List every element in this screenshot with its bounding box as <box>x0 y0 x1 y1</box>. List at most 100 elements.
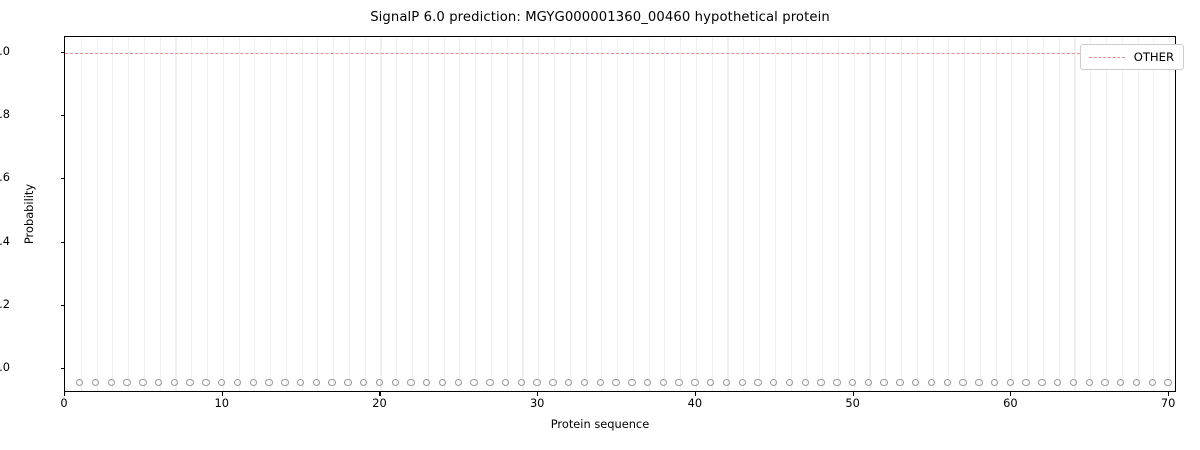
residue-letter: T <box>641 392 657 393</box>
residue-marker <box>359 378 368 387</box>
x-tick-label: 30 <box>529 396 545 410</box>
residue-letter: A <box>578 392 594 393</box>
residue-marker <box>549 378 557 387</box>
gridline <box>1027 37 1029 391</box>
y-tick-mark <box>60 115 65 117</box>
residue-marker <box>438 378 447 387</box>
residue-marker <box>706 378 715 387</box>
gridline <box>191 37 193 391</box>
gridline <box>490 37 492 391</box>
residue-letter: I <box>704 392 720 393</box>
x-tick-mark <box>379 392 381 396</box>
gridline <box>270 37 272 391</box>
residue-letter: T <box>167 392 183 393</box>
gridline <box>333 37 335 391</box>
residue-marker <box>1069 378 1078 387</box>
residue-marker <box>722 378 731 387</box>
gridline <box>790 37 792 391</box>
x-tick-mark <box>1168 392 1170 396</box>
residue-marker <box>864 378 873 387</box>
gridline <box>443 37 445 391</box>
residue-marker <box>565 378 573 387</box>
gridline <box>585 37 587 391</box>
residue-letter: K <box>136 392 152 393</box>
residue-letter: V <box>988 392 1004 393</box>
x-tick-mark <box>64 392 66 396</box>
gridline <box>664 37 666 391</box>
gridline <box>1153 37 1155 391</box>
residue-marker <box>154 378 163 387</box>
x-tick-mark <box>537 392 539 396</box>
y-tick-mark <box>60 178 65 180</box>
gridline <box>569 37 571 391</box>
residue-marker <box>375 378 384 387</box>
gridline <box>711 37 713 391</box>
gridline <box>1011 37 1013 391</box>
residue-marker <box>265 378 273 387</box>
gridline <box>538 37 540 391</box>
residue-letter: M <box>73 392 89 393</box>
residue-letter: V <box>1114 392 1130 393</box>
residue-marker <box>470 378 478 387</box>
gridline <box>979 37 981 391</box>
residue-letter: D <box>893 392 909 393</box>
residue-marker <box>233 378 242 387</box>
gridline <box>900 37 903 391</box>
residue-marker <box>202 378 210 387</box>
gridline <box>680 37 682 391</box>
residue-letter: D <box>1019 392 1035 393</box>
residue-letter: P <box>593 392 609 393</box>
residue-marker <box>848 378 857 387</box>
residue-marker <box>643 378 652 387</box>
residue-letter: F <box>262 392 278 393</box>
residue-marker <box>1038 378 1046 387</box>
residue-letter: A <box>909 392 925 393</box>
x-tick-mark <box>852 392 854 396</box>
y-tick-label: 0.2 <box>0 296 10 311</box>
other-probability-line <box>65 52 1175 54</box>
residue-letter: A <box>1145 392 1161 393</box>
residue-letter: N <box>972 392 988 393</box>
residue-letter: Q <box>719 392 735 393</box>
plot-area: MEAKKQTTLKGSFSLFGKGLHTGLNLTVTFNPAPENTGYK… <box>64 36 1176 392</box>
gridline <box>1121 37 1123 391</box>
legend[interactable]: OTHER <box>1079 44 1184 70</box>
residue-letter: F <box>309 392 325 393</box>
residue-marker <box>501 378 510 387</box>
residue-marker <box>975 378 983 387</box>
gridline <box>822 37 824 391</box>
x-axis-label: Protein sequence <box>550 417 650 431</box>
gridline <box>506 37 508 391</box>
residue-letter: A <box>940 392 956 393</box>
x-tick-label: 40 <box>687 396 703 410</box>
x-tick-label: 50 <box>845 396 860 410</box>
gridline <box>1169 37 1171 391</box>
gridline <box>522 37 524 391</box>
residue-letter: N <box>546 392 562 393</box>
legend-label-other: OTHER <box>1133 50 1174 64</box>
residue-marker <box>943 378 951 387</box>
gridline <box>948 37 950 391</box>
residue-marker <box>959 378 967 387</box>
x-tick-label: 0 <box>60 396 68 410</box>
residue-letter: G <box>814 392 830 393</box>
x-tick-mark <box>221 392 223 396</box>
gridline <box>348 37 350 391</box>
y-tick-mark <box>60 241 65 243</box>
residue-marker <box>912 378 920 387</box>
gridline <box>301 37 303 391</box>
residue-marker <box>517 378 526 387</box>
x-tick-label: 20 <box>372 396 387 410</box>
residue-letter: L <box>467 392 483 393</box>
residue-marker <box>785 378 794 387</box>
y-tick-mark <box>60 304 65 307</box>
residue-letter: I <box>751 392 767 393</box>
gridline <box>916 37 918 391</box>
residue-marker <box>344 378 352 387</box>
residue-marker <box>423 378 431 387</box>
residue-marker <box>91 378 100 387</box>
residue-letter: A <box>104 392 120 393</box>
residue-letter: I <box>1130 392 1146 393</box>
residue-marker <box>249 378 257 387</box>
